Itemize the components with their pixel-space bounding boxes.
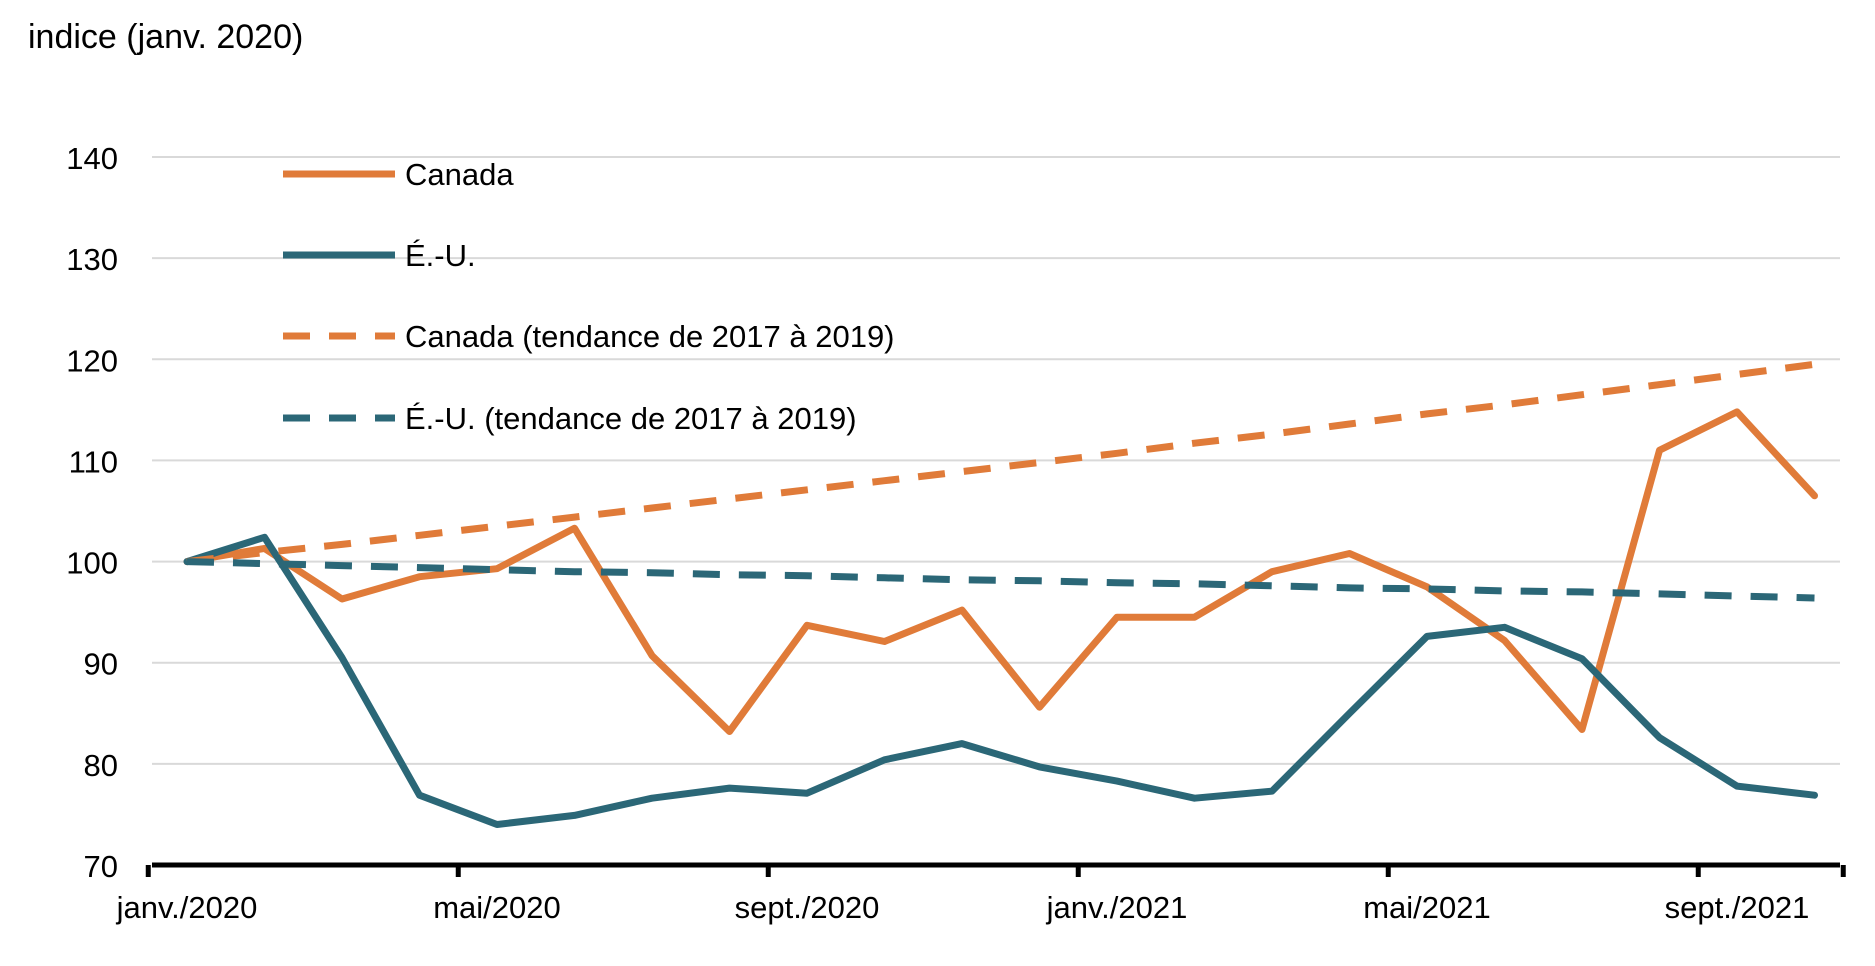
y-tick-label: 120 xyxy=(66,343,118,378)
y-tick-label: 100 xyxy=(66,546,118,581)
y-tick-label: 70 xyxy=(84,849,118,884)
x-tick-label: janv./2021 xyxy=(1046,890,1188,925)
legend-label-1: É.-U. xyxy=(405,238,476,273)
series-line-1 xyxy=(183,533,1818,828)
x-tick-label: janv./2020 xyxy=(116,890,258,925)
x-tick-label: sept./2021 xyxy=(1665,890,1810,925)
legend-label-3: É.-U. (tendance de 2017 à 2019) xyxy=(405,401,857,436)
y-tick-label: 140 xyxy=(66,141,118,176)
series-line-2 xyxy=(186,360,1815,566)
x-tick-label: mai/2021 xyxy=(1363,890,1491,925)
series-line-0 xyxy=(183,408,1818,735)
y-tick-label: 90 xyxy=(84,647,118,682)
y-tick-labels: 70 80 90 100 110 120 130 140 xyxy=(66,141,118,884)
y-tick-label: 130 xyxy=(66,242,118,277)
series-line-3 xyxy=(186,558,1815,602)
y-tick-label: 80 xyxy=(84,748,118,783)
gridlines xyxy=(152,156,1840,765)
y-axis-label: indice (janv. 2020) xyxy=(28,18,303,56)
x-tick-label: mai/2020 xyxy=(433,890,561,925)
series-lines xyxy=(183,360,1818,828)
legend: Canada É.-U. Canada (tendance de 2017 à 20… xyxy=(283,157,895,436)
legend-label-0: Canada xyxy=(405,157,514,192)
x-axis: janv./2020 mai/2020 sept./2020 janv./2021 ma… xyxy=(116,862,1846,925)
x-tick-label: sept./2020 xyxy=(735,890,880,925)
y-tick-label: 110 xyxy=(69,444,118,479)
legend-label-2: Canada (tendance de 2017 à 2019) xyxy=(405,319,895,354)
